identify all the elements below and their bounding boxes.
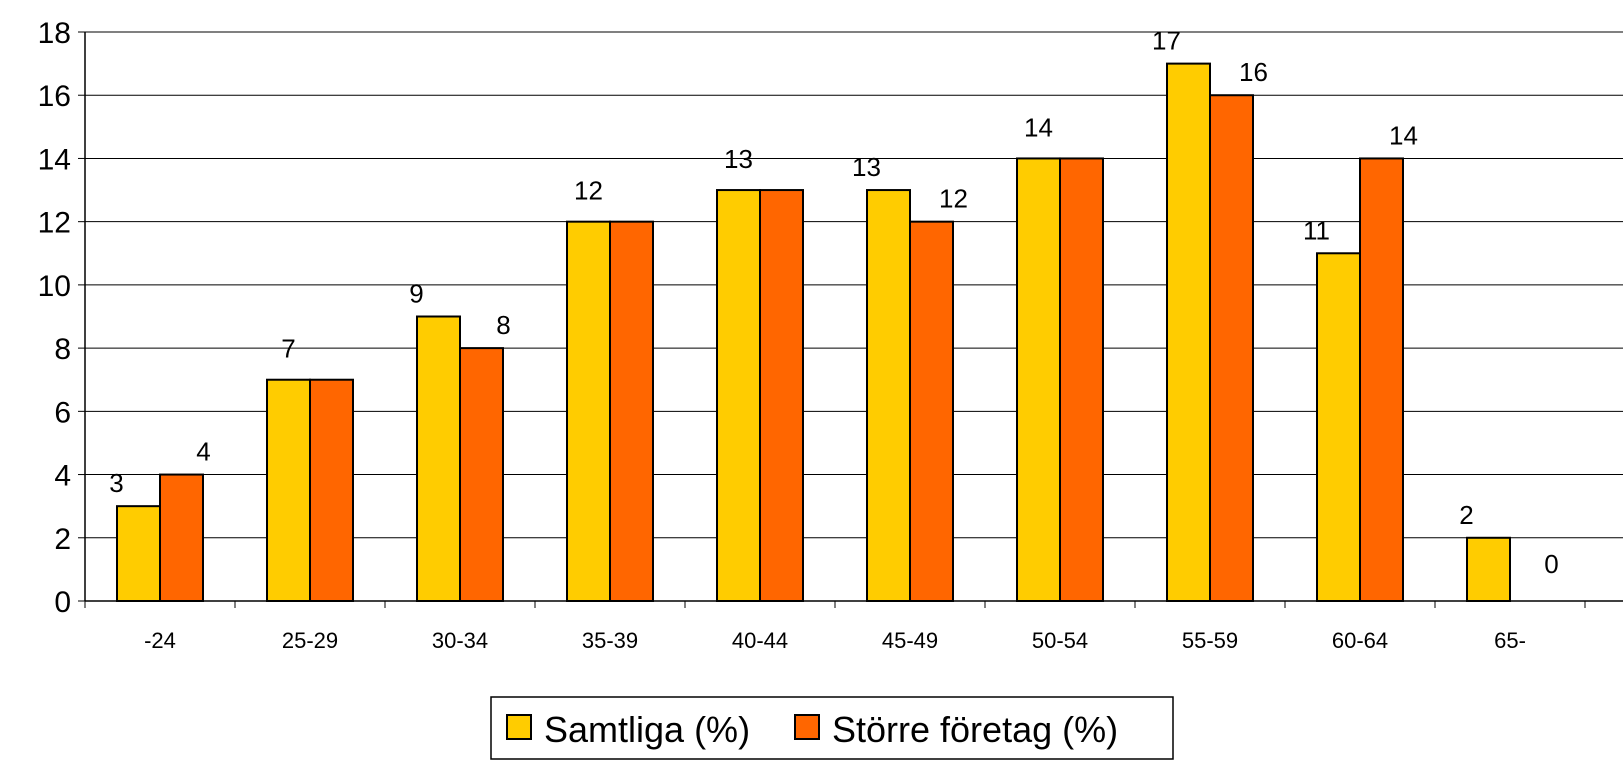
y-tick-label: 10	[38, 270, 71, 303]
x-tick-label: 30-34	[432, 628, 488, 653]
bar-storre-foretag	[609, 220, 654, 603]
data-label: 12	[574, 176, 603, 206]
data-label: 13	[724, 144, 753, 174]
x-tick-label: 25-29	[282, 628, 338, 653]
bar-storre-foretag	[909, 220, 954, 603]
x-tick-label: 45-49	[882, 628, 938, 653]
x-tick-label: 50-54	[1032, 628, 1088, 653]
y-tick-label: 14	[38, 143, 71, 176]
bar-storre-foretag	[309, 378, 354, 602]
data-label: 16	[1239, 57, 1268, 87]
bar-samtliga	[416, 315, 461, 602]
data-label: 3	[109, 468, 123, 498]
bar-storre-foretag	[1359, 157, 1404, 602]
bar-samtliga	[716, 189, 761, 603]
x-tick-label: 40-44	[732, 628, 788, 653]
data-label: 7	[281, 334, 295, 364]
data-label: 14	[1024, 112, 1053, 142]
bar-samtliga	[116, 505, 161, 602]
y-tick-label: 8	[54, 333, 71, 366]
legend-label: Samtliga (%)	[544, 709, 750, 750]
bar-samtliga	[566, 220, 611, 603]
bar-storre-foretag	[1209, 94, 1254, 602]
data-label: 8	[496, 310, 510, 340]
data-label: 14	[1389, 120, 1418, 150]
bar-samtliga	[1316, 252, 1361, 602]
legend-swatch	[794, 714, 820, 740]
y-tick-label: 6	[54, 396, 71, 429]
x-tick-label: -24	[144, 628, 176, 653]
x-tick-label: 65-	[1494, 628, 1526, 653]
data-label: 0	[1544, 549, 1558, 579]
data-label: 12	[939, 184, 968, 214]
y-tick-label: 12	[38, 207, 71, 240]
data-label: 9	[409, 279, 423, 309]
bar-samtliga	[266, 378, 311, 602]
y-tick-label: 16	[38, 80, 71, 113]
data-label: 13	[852, 152, 881, 182]
data-label: 4	[196, 437, 210, 467]
bar-storre-foretag	[159, 473, 204, 602]
bar-storre-foretag	[1059, 157, 1104, 602]
data-label: 2	[1459, 500, 1473, 530]
legend: Samtliga (%) Större företag (%)	[490, 696, 1174, 760]
y-tick-label: 18	[38, 17, 71, 50]
bar-samtliga	[1466, 536, 1511, 602]
bars	[116, 62, 1511, 603]
legend-box	[490, 696, 1174, 760]
data-label: 11	[1303, 215, 1330, 245]
y-tick-label: 2	[54, 523, 71, 556]
bar-storre-foretag	[759, 189, 804, 603]
legend-label: Större företag (%)	[832, 709, 1118, 750]
data-label: 17	[1152, 26, 1181, 56]
y-tick-label: 4	[54, 460, 71, 493]
x-tick-label: 55-59	[1182, 628, 1238, 653]
bar-samtliga	[1016, 157, 1061, 602]
legend-swatch	[506, 714, 532, 740]
bar-samtliga	[1166, 62, 1211, 603]
data-labels: 3 4 7 9 8 12 13 13 12 14 17 16 11 14 2 0	[109, 26, 1558, 579]
x-tick-label: 35-39	[582, 628, 638, 653]
x-tick-label: 60-64	[1332, 628, 1388, 653]
bar-storre-foretag	[459, 347, 504, 602]
bar-samtliga	[866, 189, 911, 603]
y-tick-label: 0	[54, 586, 71, 619]
